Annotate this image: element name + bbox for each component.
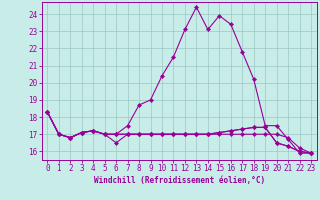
X-axis label: Windchill (Refroidissement éolien,°C): Windchill (Refroidissement éolien,°C) (94, 176, 265, 185)
